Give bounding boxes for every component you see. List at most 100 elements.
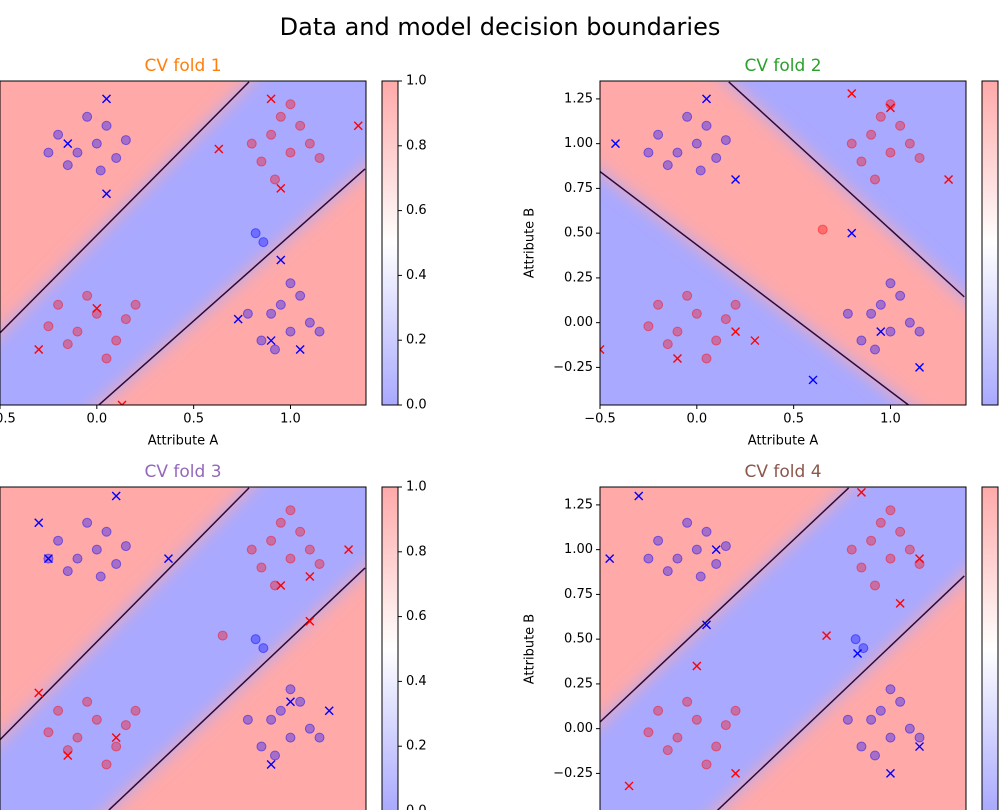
x-tick-label: 1.0 (880, 412, 901, 427)
colorbar (981, 486, 999, 810)
train-point (82, 517, 93, 528)
train-point (914, 732, 925, 743)
train-point (885, 326, 896, 337)
train-point (120, 720, 131, 731)
train-point (869, 174, 880, 185)
train-point (866, 535, 877, 546)
test-point (847, 89, 857, 99)
decision-boundary (600, 487, 850, 724)
train-point (695, 165, 706, 176)
train-point (701, 120, 712, 131)
train-point (62, 339, 73, 350)
train-point (653, 535, 664, 546)
y-tick-label: 0.25 (564, 676, 593, 691)
y-tick-label: 0.75 (564, 587, 593, 602)
subplot-title: CV fold 4 (744, 462, 821, 482)
test-point (102, 189, 112, 199)
train-point (682, 696, 693, 707)
train-point (250, 634, 261, 645)
train-point (866, 714, 877, 725)
train-point (730, 705, 741, 716)
y-tick-label: 1.00 (564, 136, 593, 151)
train-point (904, 723, 915, 734)
test-point (847, 228, 857, 238)
train-point (856, 335, 867, 346)
train-point (242, 308, 253, 319)
train-point (885, 732, 896, 743)
train-point (817, 224, 828, 235)
train-point (304, 544, 315, 555)
train-point (682, 517, 693, 528)
test-point (117, 400, 127, 405)
figure-title: Data and model decision boundaries (280, 13, 721, 41)
x-tick-label: 0.0 (686, 412, 707, 427)
train-point (275, 111, 286, 122)
train-point (842, 714, 853, 725)
train-point (304, 723, 315, 734)
decision-boundary (98, 168, 366, 405)
train-point (720, 314, 731, 325)
train-point (62, 160, 73, 171)
train-point (266, 535, 277, 546)
test-point (895, 598, 905, 608)
y-tick-label: 0.25 (564, 270, 593, 285)
train-point (275, 517, 286, 528)
train-point (856, 741, 867, 752)
train-point (672, 147, 683, 158)
decision-boundary (600, 170, 909, 405)
train-point (314, 558, 325, 569)
test-point (731, 768, 741, 778)
test-point (266, 759, 276, 769)
test-point (111, 491, 121, 501)
train-point (904, 317, 915, 328)
test-point (305, 572, 315, 581)
decision-boundary (0, 487, 250, 741)
axes-frame (0, 486, 367, 810)
train-point (875, 111, 886, 122)
axes-frame (599, 80, 967, 406)
train-point (850, 634, 861, 645)
decision-boundary (108, 567, 366, 810)
test-point (750, 336, 760, 346)
test-point (822, 631, 832, 641)
train-point (643, 553, 654, 564)
y-tick-label: −0.25 (553, 766, 593, 781)
train-point (72, 326, 83, 337)
x-tick-label: −0.5 (584, 412, 616, 427)
train-point (701, 526, 712, 537)
x-axis-label: Attribute A (148, 434, 219, 449)
y-axis-label: Attribute B (523, 208, 538, 278)
train-point (91, 544, 102, 555)
test-point (324, 706, 334, 716)
train-point (62, 566, 73, 577)
train-point (43, 727, 54, 738)
train-point (130, 705, 141, 716)
y-tick-label: 0.50 (564, 632, 593, 647)
train-point (285, 553, 296, 564)
train-point (72, 732, 83, 743)
test-point (43, 554, 53, 564)
train-point (643, 321, 654, 332)
train-point (691, 544, 702, 555)
train-point (895, 526, 906, 537)
test-point (295, 345, 305, 355)
train-point (285, 326, 296, 337)
train-point (895, 290, 906, 301)
colorbar (381, 80, 399, 406)
train-point (285, 278, 296, 289)
test-point (624, 781, 634, 791)
train-point (691, 138, 702, 149)
train-point (256, 335, 267, 346)
train-point (295, 120, 306, 131)
train-point (72, 147, 83, 158)
train-point (682, 111, 693, 122)
test-point (915, 742, 925, 752)
colorbar-tick-label: 0.4 (406, 674, 427, 689)
train-point (895, 120, 906, 131)
train-point (53, 299, 64, 310)
train-point (258, 237, 269, 248)
